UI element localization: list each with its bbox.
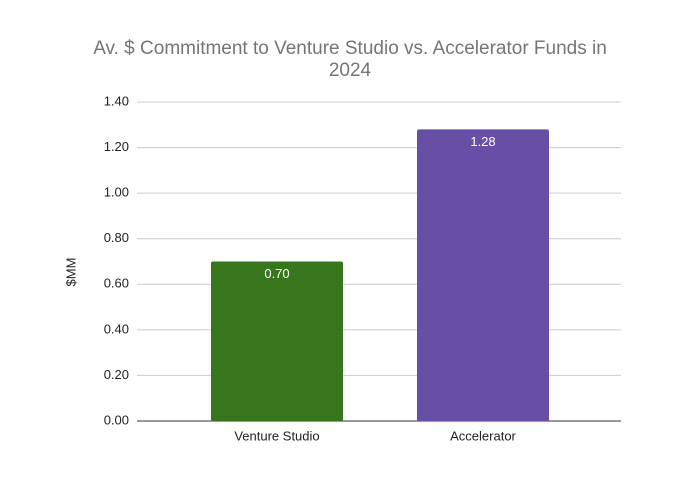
y-tick-label: 0.00 (104, 412, 129, 427)
y-tick-label: 1.40 (104, 93, 129, 108)
x-tick-label: Accelerator (450, 428, 516, 443)
y-tick-label: 0.80 (104, 230, 129, 245)
chart-title: Av. $ Commitment to Venture Studio vs. A… (93, 38, 607, 81)
value-label: 1.28 (470, 134, 495, 149)
x-tick-label: Venture Studio (234, 428, 319, 443)
y-tick-label: 1.20 (104, 139, 129, 154)
bar (211, 261, 343, 421)
y-tick-label: 0.60 (104, 276, 129, 291)
y-tick-label: 0.20 (104, 367, 129, 382)
y-tick-label: 1.00 (104, 185, 129, 200)
y-axis-label: $MM (63, 258, 78, 287)
y-tick-label: 0.40 (104, 321, 129, 336)
value-label: 0.70 (264, 266, 289, 281)
bar (417, 129, 549, 422)
